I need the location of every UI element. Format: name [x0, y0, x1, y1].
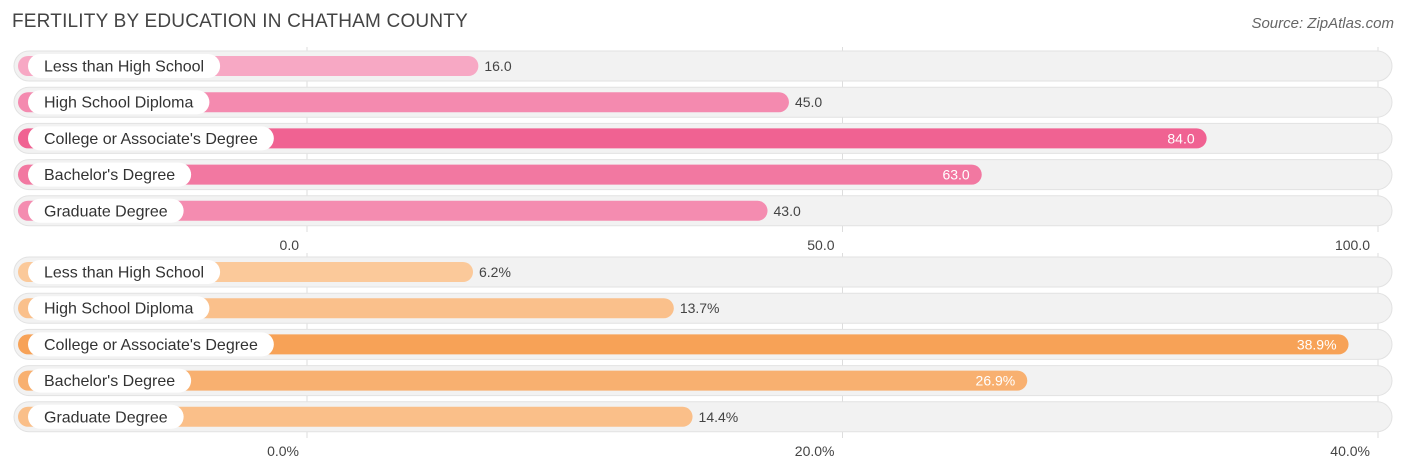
value-label: 63.0: [942, 167, 969, 183]
bar: [18, 128, 1207, 149]
category-label: Bachelor's Degree: [44, 167, 175, 184]
category-label-pill: [28, 162, 192, 187]
bar: [18, 334, 1349, 355]
tick-label: 40.0%: [1330, 443, 1370, 459]
value-label: 26.9%: [976, 373, 1016, 389]
value-label: 13.7%: [680, 300, 720, 316]
value-label: 16.0: [484, 58, 511, 74]
value-label: 84.0: [1167, 130, 1194, 146]
source-label: Source: ZipAtlas.com: [1251, 15, 1394, 32]
category-label-pill: [28, 404, 184, 429]
category-label-pill: [28, 54, 221, 78]
category-label-pill: [28, 126, 274, 151]
category-label-pill: [28, 260, 221, 284]
bar: [18, 164, 982, 185]
category-label: Graduate Degree: [44, 203, 168, 220]
category-label: College or Associate's Degree: [44, 337, 258, 354]
category-label: High School Diploma: [44, 95, 194, 112]
category-label-pill: [28, 332, 274, 357]
category-label-pill: [28, 296, 210, 321]
tick-label: 20.0%: [795, 443, 835, 459]
category-label: Bachelor's Degree: [44, 373, 175, 390]
category-label: High School Diploma: [44, 301, 194, 318]
category-label: College or Associate's Degree: [44, 131, 258, 148]
category-label: Graduate Degree: [44, 409, 168, 426]
value-label: 43.0: [774, 203, 801, 219]
value-label: 45.0: [795, 94, 822, 110]
value-label: 38.9%: [1297, 336, 1337, 352]
category-label-pill: [28, 368, 192, 393]
value-label: 14.4%: [699, 409, 739, 425]
chart-title: FERTILITY BY EDUCATION IN CHATHAM COUNTY: [12, 11, 468, 32]
category-label: Less than High School: [44, 59, 204, 76]
tick-label: 100.0: [1335, 237, 1370, 253]
bar: [18, 200, 768, 221]
bar: [18, 406, 693, 427]
tick-label: 0.0: [280, 237, 300, 253]
value-label: 6.2%: [479, 264, 511, 280]
category-label-pill: [28, 198, 184, 223]
bar: [18, 92, 789, 113]
category-label-pill: [28, 90, 210, 115]
tick-label: 50.0: [807, 237, 834, 253]
tick-label: 0.0%: [267, 443, 299, 459]
category-label: Less than High School: [44, 265, 204, 282]
bar: [18, 370, 1028, 391]
